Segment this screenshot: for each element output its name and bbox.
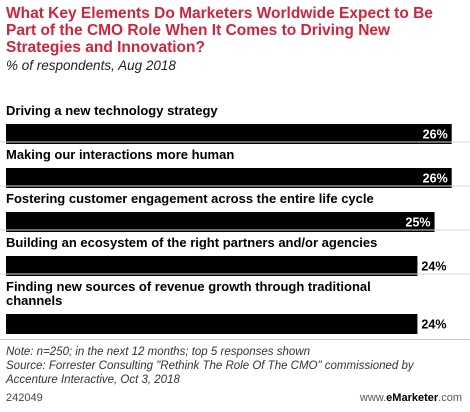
value-label: 24% xyxy=(421,318,446,332)
chart-subtitle: % of respondents, Aug 2018 xyxy=(6,58,176,73)
category-label: Finding new sources of revenue growth th… xyxy=(6,279,371,294)
bar xyxy=(6,256,418,276)
value-label: 26% xyxy=(423,172,448,186)
category-label: Driving a new technology strategy xyxy=(6,103,218,118)
value-label: 25% xyxy=(406,216,431,230)
category-label: Making our interactions more human xyxy=(6,147,234,162)
value-label: 26% xyxy=(423,128,448,142)
bar-chart: Driving a new technology strategy 26% Maki… xyxy=(0,103,470,334)
source-text: Source: Forrester Consulting "Rethink Th… xyxy=(6,360,414,386)
footer-divider xyxy=(0,339,470,340)
bar xyxy=(6,212,435,232)
category-label: Fostering customer engagement across the… xyxy=(6,191,374,206)
category-label: Building an ecosystem of the right partn… xyxy=(6,235,377,250)
chart-note: Note: n=250; in the next 12 months; top … xyxy=(6,345,464,387)
value-label: 24% xyxy=(421,260,446,274)
bar xyxy=(6,124,452,144)
brand-suffix: .com xyxy=(438,392,462,404)
bar xyxy=(6,314,418,334)
chart-title: What Key Elements Do Marketers Worldwide… xyxy=(6,5,433,56)
brand-link[interactable]: www.eMarketer.com xyxy=(360,392,462,404)
brand-prefix: www. xyxy=(359,392,387,404)
chart-id: 242049 xyxy=(6,392,43,404)
bar xyxy=(6,168,452,188)
category-label: channels xyxy=(6,293,62,308)
brand-name: eMarketer xyxy=(386,392,439,404)
note-text: Note: n=250; in the next 12 months; top … xyxy=(6,346,310,358)
